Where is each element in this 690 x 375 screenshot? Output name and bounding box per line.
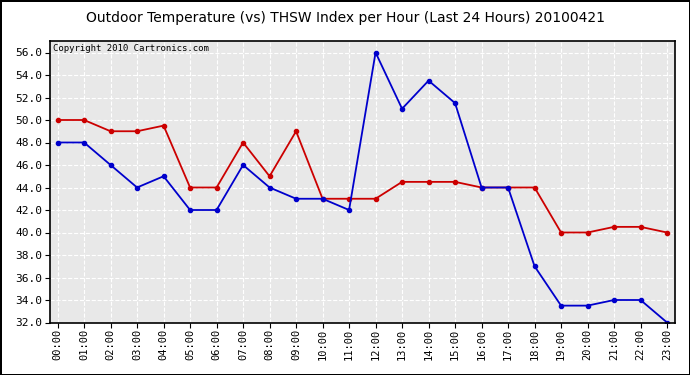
Text: Outdoor Temperature (vs) THSW Index per Hour (Last 24 Hours) 20100421: Outdoor Temperature (vs) THSW Index per … xyxy=(86,11,604,25)
Text: Copyright 2010 Cartronics.com: Copyright 2010 Cartronics.com xyxy=(52,44,208,53)
